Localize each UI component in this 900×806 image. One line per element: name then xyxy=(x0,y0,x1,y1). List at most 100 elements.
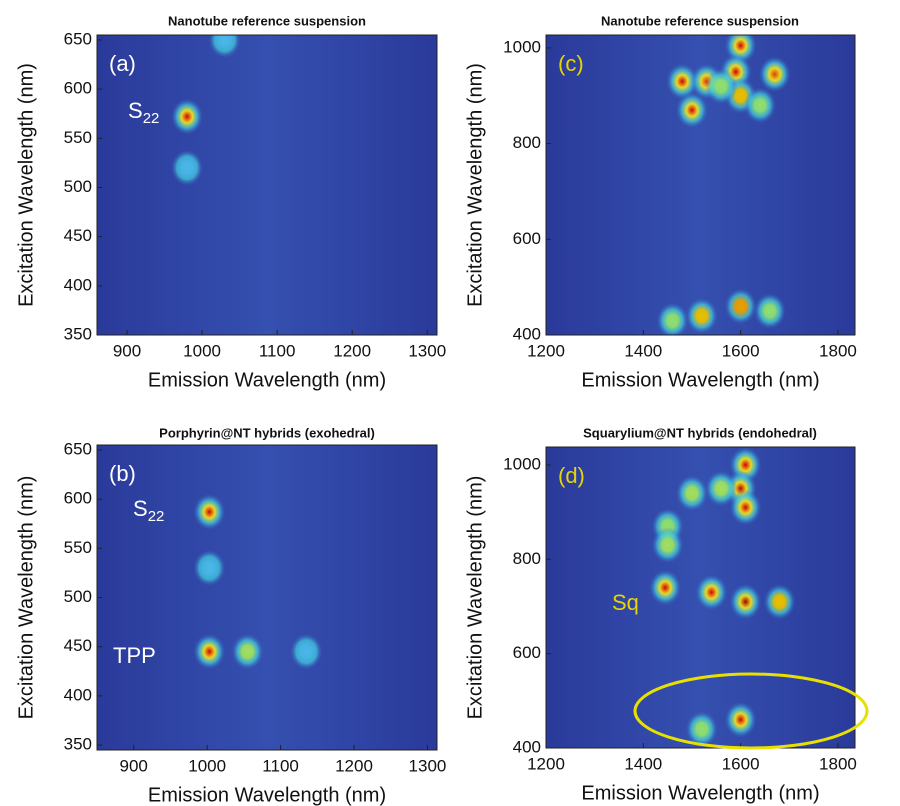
peak xyxy=(231,633,264,670)
y-tick-label: 350 xyxy=(64,735,92,754)
annotation: Sq xyxy=(612,590,639,615)
peak xyxy=(685,711,718,748)
annotation-text: TPP xyxy=(113,643,156,668)
y-tick-label: 650 xyxy=(64,439,92,458)
y-tick-label: 500 xyxy=(64,177,92,196)
x-tick-label: 1200 xyxy=(527,341,565,360)
x-tick-label: 1100 xyxy=(262,756,299,775)
panel: Nanotube reference suspension (a) 900 1000 1… xyxy=(15,13,446,391)
annotation-subscript: 22 xyxy=(143,110,160,127)
y-tick-label: 400 xyxy=(513,324,541,343)
y-axis-label: Excitation Wavelength (nm) xyxy=(464,63,486,307)
peak xyxy=(705,68,738,105)
y-tick-label: 600 xyxy=(513,229,541,248)
y-tick-label: 400 xyxy=(64,275,92,294)
peak xyxy=(758,56,791,93)
plot-frame xyxy=(96,34,438,336)
annotation: TPP xyxy=(113,643,156,668)
annotation: S22 xyxy=(133,496,164,525)
peak xyxy=(729,583,762,620)
y-axis-label: Excitation Wavelength (nm) xyxy=(15,476,37,720)
annotation-subscript: 22 xyxy=(148,508,165,525)
plot-frame xyxy=(545,446,856,749)
annotation-text: S xyxy=(133,496,148,521)
x-tick-label: 1000 xyxy=(183,341,221,360)
x-tick-label: 1000 xyxy=(188,756,226,775)
annotation-text: Sq xyxy=(612,590,639,615)
y-tick-label: 1000 xyxy=(503,454,541,473)
x-axis-label: Emission Wavelength (nm) xyxy=(148,369,386,391)
y-tick-label: 350 xyxy=(64,324,92,343)
panel-label: (b) xyxy=(109,461,136,486)
y-tick-label: 400 xyxy=(64,685,92,704)
highlight-ellipse xyxy=(633,672,869,750)
peak xyxy=(675,92,708,129)
y-tick-label: 650 xyxy=(64,29,92,48)
y-axis-label: Excitation Wavelength (nm) xyxy=(464,476,486,720)
annotation: S22 xyxy=(128,98,159,127)
x-tick-label: 1600 xyxy=(722,754,760,773)
y-tick-label: 600 xyxy=(513,643,541,662)
y-tick-label: 400 xyxy=(513,737,541,756)
panel: Squarylium@NT hybrids (endohedral) (d) 120… xyxy=(464,425,869,804)
panel-label: (d) xyxy=(558,463,585,488)
x-axis-label: Emission Wavelength (nm) xyxy=(148,784,386,806)
peak xyxy=(290,633,323,670)
peak xyxy=(753,293,786,330)
peak xyxy=(666,63,699,100)
y-tick-label: 450 xyxy=(64,226,92,245)
heatmap-background xyxy=(97,445,437,750)
peak xyxy=(675,475,708,512)
peak xyxy=(193,633,226,670)
panel-title: Nanotube reference suspension xyxy=(601,13,799,28)
panel-title: Squarylium@NT hybrids (endohedral) xyxy=(583,425,817,440)
peaks xyxy=(649,447,796,748)
peak xyxy=(193,493,226,530)
peak xyxy=(171,149,204,186)
peak xyxy=(729,489,762,526)
peak xyxy=(763,583,796,620)
x-tick-label: 1300 xyxy=(408,341,446,360)
peaks xyxy=(193,493,323,670)
panel-label: (a) xyxy=(109,51,136,76)
panel-title: Porphyrin@NT hybrids (exohedral) xyxy=(159,425,375,440)
panel: Nanotube reference suspension (c) 1200 1400… xyxy=(464,13,857,391)
peak xyxy=(171,98,204,135)
peaks xyxy=(171,35,241,186)
x-tick-label: 1600 xyxy=(722,341,760,360)
peak xyxy=(651,527,684,564)
x-tick-label: 1200 xyxy=(335,756,373,775)
plot-frame xyxy=(545,34,856,336)
x-tick-label: 900 xyxy=(120,756,148,775)
peak xyxy=(685,297,718,334)
x-tick-label: 1200 xyxy=(333,341,371,360)
x-tick-label: 1400 xyxy=(624,754,662,773)
peak xyxy=(193,549,226,586)
x-axis-label: Emission Wavelength (nm) xyxy=(581,369,819,391)
y-tick-label: 1000 xyxy=(503,37,541,56)
annotation-text: S xyxy=(128,98,143,123)
y-tick-label: 600 xyxy=(64,79,92,98)
peak xyxy=(208,35,241,58)
heatmap-background xyxy=(97,35,437,335)
peak xyxy=(649,569,682,606)
x-tick-label: 1100 xyxy=(259,341,296,360)
y-tick-label: 800 xyxy=(513,549,541,568)
peak xyxy=(705,470,738,507)
peaks xyxy=(656,35,791,335)
x-tick-label: 1300 xyxy=(409,756,447,775)
y-tick-label: 500 xyxy=(64,587,92,606)
x-tick-label: 1200 xyxy=(527,754,565,773)
peak xyxy=(695,574,728,611)
y-tick-label: 600 xyxy=(64,489,92,508)
y-tick-label: 450 xyxy=(64,636,92,655)
panel-title: Nanotube reference suspension xyxy=(168,13,366,28)
peak xyxy=(656,302,689,335)
y-tick-label: 800 xyxy=(513,133,541,152)
x-tick-label: 1800 xyxy=(819,754,857,773)
panel: Porphyrin@NT hybrids (exohedral) (b) 900 10… xyxy=(15,425,446,806)
x-tick-label: 900 xyxy=(113,341,141,360)
peak xyxy=(724,288,757,325)
panel-label: (c) xyxy=(558,51,584,76)
